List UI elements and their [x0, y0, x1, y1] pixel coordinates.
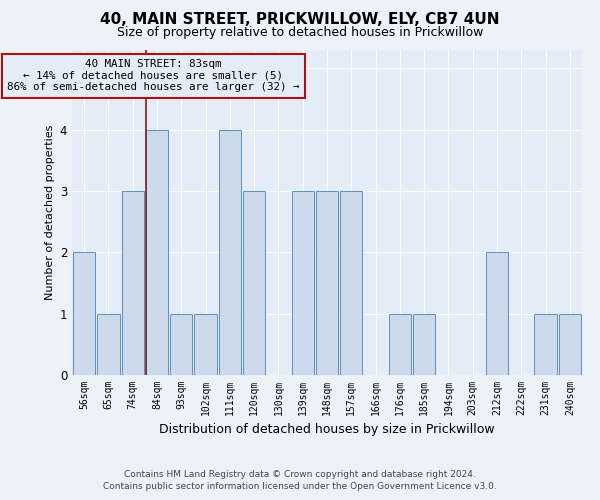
- Text: Size of property relative to detached houses in Prickwillow: Size of property relative to detached ho…: [117, 26, 483, 39]
- Bar: [73, 252, 95, 375]
- Bar: [413, 314, 436, 375]
- Bar: [559, 314, 581, 375]
- Text: Contains HM Land Registry data © Crown copyright and database right 2024.
Contai: Contains HM Land Registry data © Crown c…: [103, 470, 497, 491]
- Bar: [218, 130, 241, 375]
- Bar: [486, 252, 508, 375]
- Bar: [535, 314, 557, 375]
- Bar: [316, 191, 338, 375]
- X-axis label: Distribution of detached houses by size in Prickwillow: Distribution of detached houses by size …: [159, 424, 495, 436]
- Text: 40, MAIN STREET, PRICKWILLOW, ELY, CB7 4UN: 40, MAIN STREET, PRICKWILLOW, ELY, CB7 4…: [100, 12, 500, 28]
- Bar: [389, 314, 411, 375]
- Y-axis label: Number of detached properties: Number of detached properties: [46, 125, 55, 300]
- Bar: [170, 314, 193, 375]
- Text: 40 MAIN STREET: 83sqm
← 14% of detached houses are smaller (5)
86% of semi-detac: 40 MAIN STREET: 83sqm ← 14% of detached …: [7, 59, 299, 92]
- Bar: [146, 130, 168, 375]
- Bar: [243, 191, 265, 375]
- Bar: [97, 314, 119, 375]
- Bar: [292, 191, 314, 375]
- Bar: [122, 191, 144, 375]
- Bar: [340, 191, 362, 375]
- Bar: [194, 314, 217, 375]
